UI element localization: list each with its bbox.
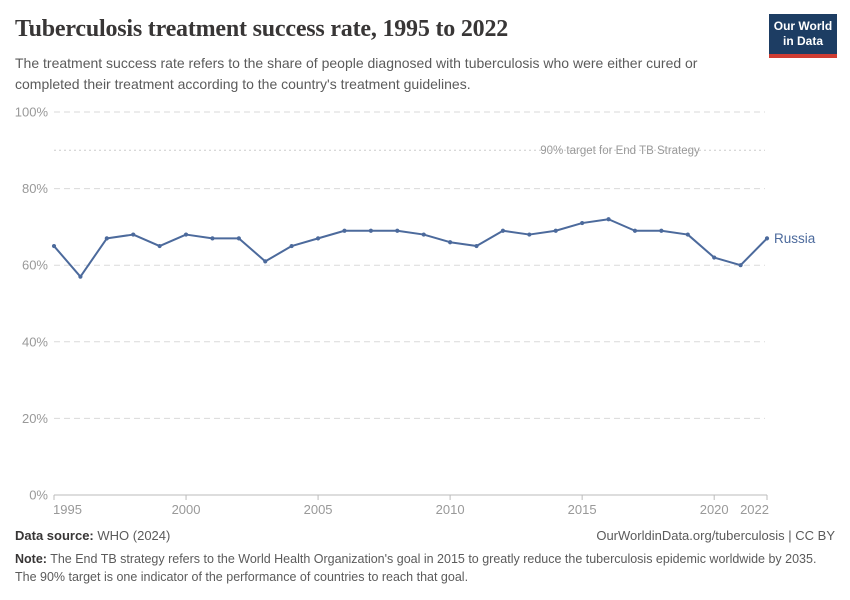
data-point[interactable] [659,228,664,233]
chart-note-label: Note: [15,552,47,566]
x-axis-tick-label: 2022 [740,502,769,517]
series-line-russia[interactable] [53,218,768,278]
data-point[interactable] [263,259,268,264]
data-source-label: Data source: [15,528,94,543]
chart-footer: Data source: WHO (2024) OurWorldinData.o… [15,528,835,586]
data-point[interactable] [157,243,162,249]
data-source-value: WHO (2024) [97,528,171,543]
chart-svg: 0% 20% 40% 60% 80% 100% 90% target for End TB … [15,105,816,518]
x-axis-tick-label: 2010 [436,502,465,517]
data-point[interactable] [474,243,479,249]
series-label-russia[interactable]: Russia [774,231,816,246]
chart-subtitle: The treatment success rate refers to the… [15,55,698,92]
data-point[interactable] [764,236,770,241]
x-axis-tick-label: 2020 [700,502,729,517]
x-axis-tick-label: 2005 [304,502,333,517]
target-line-label: 90% target for End TB Strategy [540,145,700,157]
chart-note: Note: The End TB strategy refers to the … [15,550,835,586]
data-point[interactable] [236,236,241,241]
data-point[interactable] [580,220,585,226]
x-axis-tick-label: 1995 [53,502,82,517]
data-point[interactable] [632,228,638,233]
y-axis-tick-label: 40% [22,334,48,349]
data-point[interactable] [131,232,136,237]
data-point[interactable] [448,240,453,245]
owid-logo-line2: in Data [782,34,823,49]
y-axis-tick-label: 80% [22,181,48,196]
y-axis-tick-label: 20% [22,411,48,426]
data-point[interactable] [500,228,506,233]
data-point[interactable] [368,228,373,233]
data-point[interactable] [421,232,426,237]
owid-logo-red-bar [769,53,837,58]
data-point[interactable] [606,217,611,222]
x-axis-tick-label: 2015 [568,502,597,517]
owid-logo-line1: Our World [773,19,833,33]
data-point[interactable] [51,243,57,249]
attribution-link[interactable]: OurWorldinData.org/tuberculosis | CC BY [596,528,835,543]
page-title: Tuberculosis treatment success rate, 199… [15,16,509,42]
data-point[interactable] [315,236,321,241]
y-axis-tick-label: 60% [22,258,48,273]
data-source: Data source: WHO (2024) [15,528,170,543]
data-point[interactable] [183,232,189,237]
data-point[interactable] [289,243,294,249]
x-axis-tick-label: 2000 [172,502,201,517]
y-axis-tick-label: 100% [15,105,49,120]
data-point[interactable] [712,255,717,260]
data-point[interactable] [527,232,532,237]
owid-logo-text: Our World in Data [769,14,837,54]
data-point[interactable] [104,236,109,241]
data-point[interactable] [342,228,347,233]
chart-header: Tuberculosis treatment success rate, 199… [15,16,755,95]
line-chart-area: 0% 20% 40% 60% 80% 100% 90% target for End TB … [0,100,850,530]
data-point[interactable] [78,274,83,279]
data-point[interactable] [553,228,558,233]
chart-note-text: The End TB strategy refers to the World … [15,552,817,585]
data-point[interactable] [395,228,400,233]
owid-logo[interactable]: Our World in Data [769,14,837,58]
data-point[interactable] [210,236,215,241]
data-point[interactable] [685,232,690,237]
data-point[interactable] [738,263,743,268]
y-axis-tick-label: 0% [29,488,48,503]
